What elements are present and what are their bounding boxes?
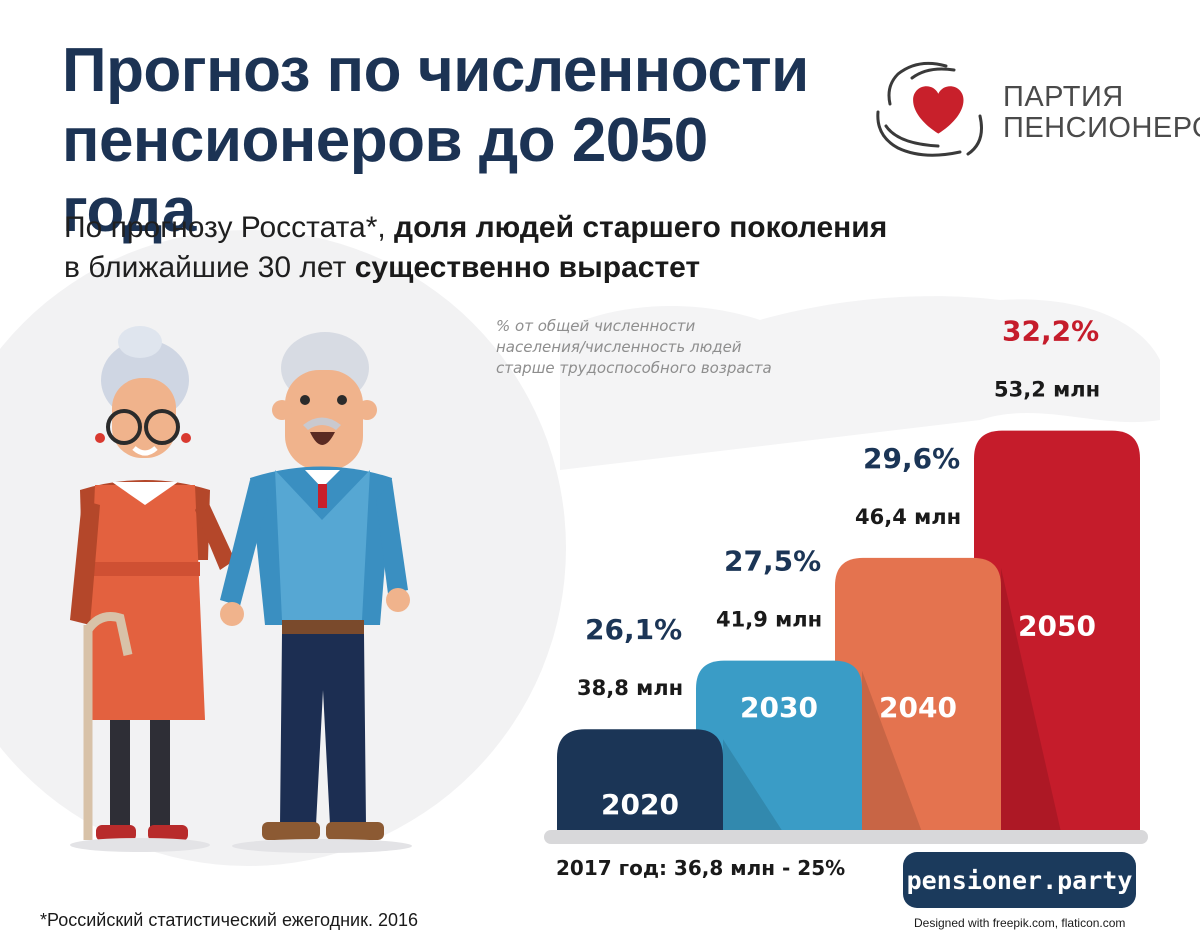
heart-shape xyxy=(913,86,964,134)
subtitle: По прогнозу Росстата*, доля людей старше… xyxy=(64,208,964,288)
party-name-line1: ПАРТИЯ xyxy=(1003,81,1124,113)
chart-note-line1: % от общей численности xyxy=(496,317,696,335)
baseline-note: 2017 год: 36,8 млн - 25% xyxy=(556,856,846,880)
bar-shadow xyxy=(862,670,922,832)
bar-shadow xyxy=(1001,567,1061,832)
title-line-1: Прогноз по численности xyxy=(62,36,809,105)
mln-label: 41,9 млн xyxy=(716,608,822,632)
percent-label: 29,6% xyxy=(863,442,960,475)
bar-shadow xyxy=(723,739,783,832)
mln-label: 38,8 млн xyxy=(577,676,683,700)
chart-note: % от общей численности населения/численн… xyxy=(496,316,796,379)
bar-2030 xyxy=(696,660,862,832)
design-credits: Designed with freepik.com, flaticon.com xyxy=(914,916,1126,930)
percent-label: 26,1% xyxy=(585,613,682,646)
subtitle-line1-text: По прогнозу Росстата*, xyxy=(64,211,395,244)
party-name-line2: ПЕНСИОНЕРОВ xyxy=(1003,112,1200,144)
chart-baseline xyxy=(544,830,1148,844)
heart-in-hands-icon xyxy=(876,61,983,157)
map-silhouette xyxy=(560,296,1160,470)
mln-label: 46,4 млн xyxy=(855,505,961,529)
website-link[interactable]: pensioner.party xyxy=(903,852,1136,908)
bar-2040 xyxy=(835,557,1001,832)
subtitle-line2-emphasis: существенно вырастет xyxy=(354,251,701,284)
party-name: ПАРТИЯ ПЕНСИОНЕРОВ xyxy=(1003,82,1200,144)
page-title: Прогноз по численности пенсионеров до 20… xyxy=(62,36,852,246)
percent-label: 27,5% xyxy=(724,545,821,578)
percent-label: 32,2% xyxy=(1002,315,1099,348)
year-label: 2030 xyxy=(740,691,818,724)
grandfather-figure xyxy=(220,332,412,853)
year-label: 2040 xyxy=(879,691,957,724)
mln-label: 53,2 млн xyxy=(994,378,1100,402)
subtitle-line2-text: в ближайшие 30 лет xyxy=(64,251,355,284)
year-label: 2050 xyxy=(1018,610,1096,643)
chart-note-line3: старше трудоспособного возраста xyxy=(496,359,772,377)
bar-2020 xyxy=(557,729,723,832)
party-logo xyxy=(876,61,983,157)
grandmother-figure xyxy=(70,326,235,852)
year-label: 2020 xyxy=(601,788,679,821)
footnote: *Российский статистический ежегодник. 20… xyxy=(40,910,419,930)
chart-note-line2: населения/численность людей xyxy=(496,338,742,356)
bar-2050 xyxy=(974,430,1140,832)
title-line-2: пенсионеров до 2050 года xyxy=(62,106,708,245)
subtitle-line1-emphasis: доля людей старшего поколения xyxy=(394,211,888,244)
